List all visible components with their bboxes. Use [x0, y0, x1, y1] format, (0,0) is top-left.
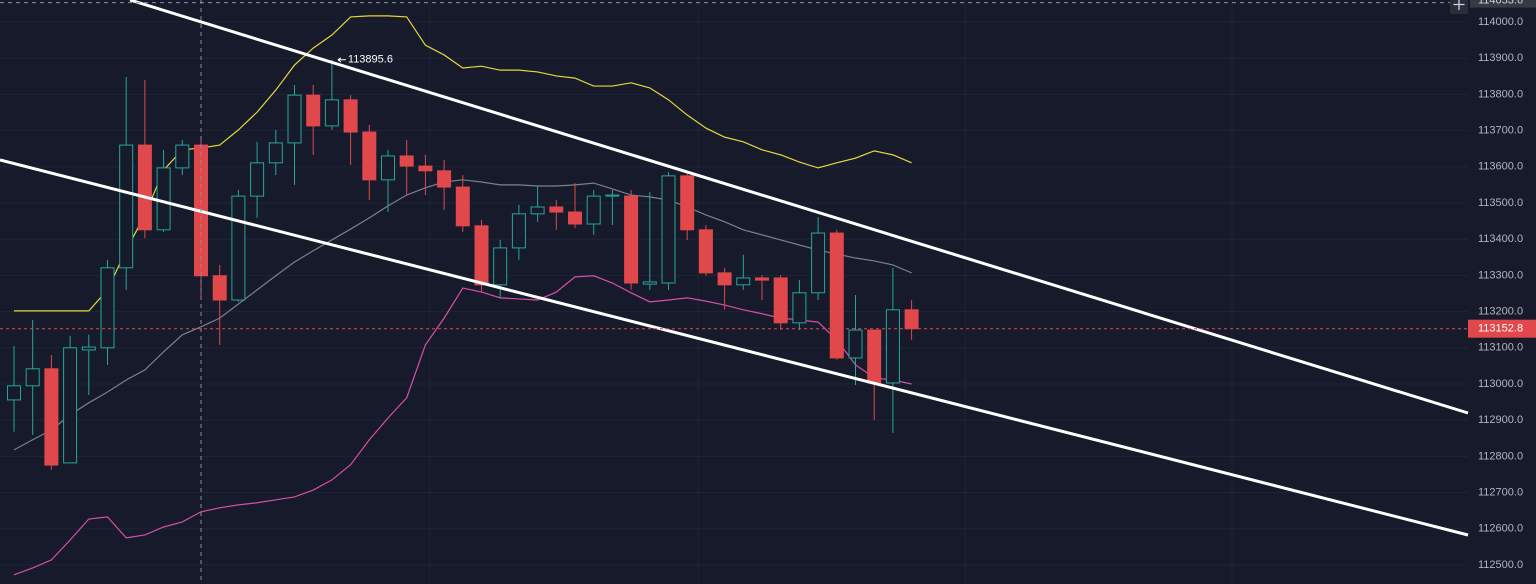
candle-body [175, 144, 190, 169]
price-label: 113152.8 [1478, 323, 1523, 335]
candle-body [624, 195, 639, 284]
y-tick-label: 112500.0 [1478, 559, 1523, 571]
candle-body [306, 94, 321, 127]
candle-body [698, 229, 713, 274]
candle-body [792, 292, 807, 324]
crosshair-label-bg [1470, 0, 1536, 8]
candle-body [25, 368, 40, 387]
candle-body [250, 162, 265, 197]
band-line [13, 275, 912, 576]
candle-body [717, 272, 732, 286]
candle-body [212, 275, 227, 301]
candle-body [549, 206, 564, 213]
price-label-bg [1468, 319, 1536, 338]
add-icon[interactable] [1453, 0, 1465, 10]
y-tick-label: 112800.0 [1478, 450, 1523, 462]
candle-body [530, 206, 545, 215]
y-tick-label: 114000.0 [1478, 16, 1523, 28]
candle-body [755, 277, 769, 281]
candle-body [605, 194, 620, 197]
candle-body [867, 329, 882, 384]
y-tick-label: 113300.0 [1478, 269, 1523, 281]
grid [0, 0, 1468, 584]
candle-body [137, 144, 152, 231]
candle-body [885, 309, 900, 384]
candle-body [7, 385, 21, 401]
trend-line [0, 158, 1469, 537]
candle-body [100, 267, 115, 349]
y-tick-label: 113600.0 [1478, 161, 1523, 173]
candle-body [736, 277, 751, 286]
candle-body [119, 144, 134, 269]
candle-body [511, 213, 526, 249]
y-tick-label: 113500.0 [1478, 197, 1523, 209]
candle-body [661, 175, 676, 284]
candle-body [418, 165, 433, 172]
candle-body [848, 329, 863, 359]
candle-body [81, 346, 96, 351]
candle-body [362, 131, 377, 181]
y-tick-label: 113800.0 [1478, 88, 1523, 100]
candle-body [324, 99, 339, 127]
candle-body [63, 347, 78, 464]
y-tick-label: 112700.0 [1478, 487, 1523, 499]
crosshair-label: 114053.6 [1478, 0, 1523, 7]
y-tick-label: 113700.0 [1478, 125, 1523, 137]
candle-body [773, 277, 788, 324]
candle-body [287, 94, 302, 144]
y-tick-label: 113000.0 [1478, 378, 1523, 390]
y-tick-label: 113400.0 [1478, 233, 1523, 245]
candle-body [474, 225, 489, 286]
y-tick-label: 113200.0 [1478, 306, 1523, 318]
candle-body [268, 142, 283, 164]
trend-line [129, 0, 1469, 415]
candle-body [586, 195, 601, 225]
candle-body [680, 175, 695, 231]
candle-body [811, 232, 826, 294]
y-tick-label: 112600.0 [1478, 523, 1523, 535]
high-label: 113895.6 [348, 54, 393, 66]
y-tick-label: 113900.0 [1478, 52, 1523, 64]
candle-body [399, 155, 414, 167]
y-tick-label: 112900.0 [1478, 414, 1523, 426]
candle-body [568, 211, 582, 225]
candle-body [437, 170, 452, 188]
candle-body [493, 247, 508, 286]
candle-body [829, 232, 844, 359]
candle-body [642, 281, 657, 285]
candle-body [231, 195, 246, 301]
candle-body [381, 155, 395, 181]
candle-body [455, 186, 470, 227]
candle-body [44, 368, 59, 466]
candle-body [343, 99, 358, 133]
y-tick-label: 113100.0 [1478, 342, 1523, 354]
candle-body [904, 309, 919, 330]
add-button[interactable] [1450, 0, 1468, 14]
high-arrow [337, 57, 346, 63]
candle-body [156, 167, 171, 231]
